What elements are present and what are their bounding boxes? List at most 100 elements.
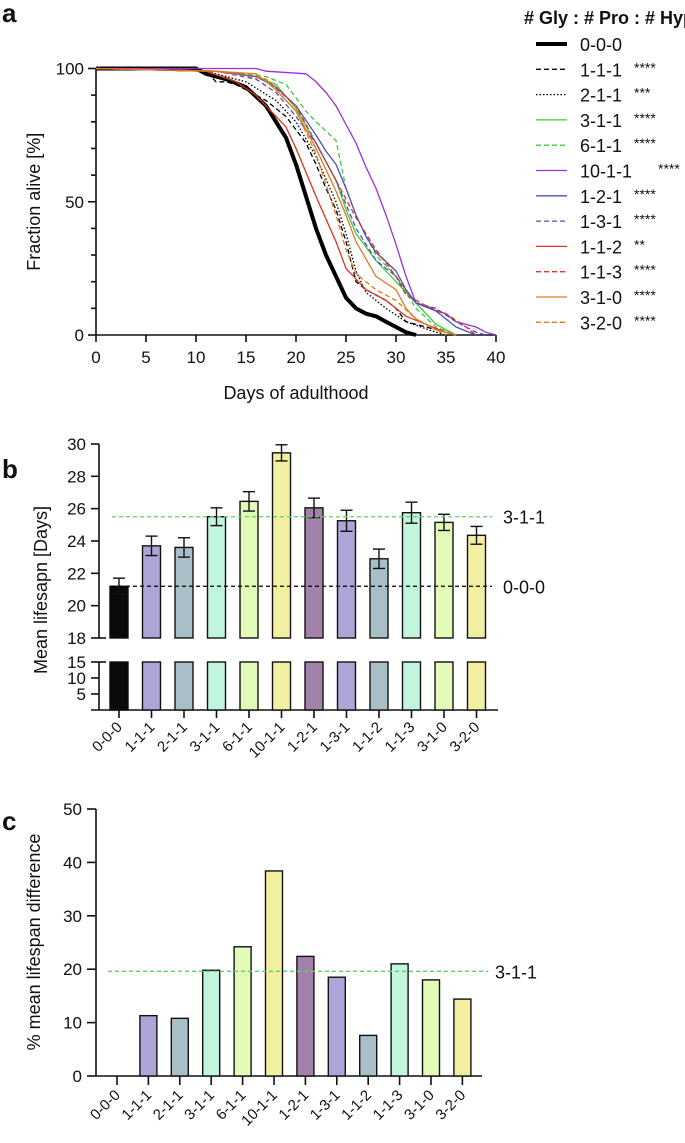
bar-2-1-1: [170, 1017, 190, 1077]
x-tick-label: 3-1-1: [187, 719, 224, 756]
x-tick-label: 0-0-0: [89, 719, 126, 756]
x-tick-label: 40: [487, 348, 506, 367]
bar-1-2-1: [296, 955, 315, 1077]
panel-label: c: [2, 806, 16, 836]
y-tick-label: 20: [63, 960, 82, 979]
bar-upper-1-1-3: [401, 511, 422, 639]
bar-upper-3-1-1: [206, 516, 227, 639]
bar-lower-1-1-2: [369, 661, 389, 711]
legend-label: 6-1-1: [580, 136, 622, 156]
x-tick-label: 30: [387, 348, 406, 367]
y-tick-label: 15: [67, 653, 86, 672]
bar-1-1-1: [139, 1014, 158, 1077]
legend-label: 0-0-0: [580, 35, 622, 55]
legend-label: 1-1-1: [580, 60, 622, 80]
survival-curve-3-1-1: [95, 67, 457, 336]
x-tick-label: 0: [91, 348, 100, 367]
x-tick-label: 1-3-1: [317, 719, 354, 756]
legend-label: 1-3-1: [580, 212, 622, 232]
survival-curve-3-1-0: [95, 67, 457, 336]
bar-lower-2-1-1: [174, 661, 194, 711]
bar-lower-0-0-0: [109, 661, 129, 711]
legend-significance: ***: [634, 85, 651, 101]
x-tick-label: 10-1-1: [246, 719, 289, 762]
x-tick-label: 35: [437, 348, 456, 367]
x-tick-label: 1-1-2: [338, 1087, 375, 1124]
y-axis-label: Mean lifesapn [Days]: [31, 506, 51, 674]
x-tick-label: 1-1-1: [122, 719, 159, 756]
x-tick-label: 1-1-2: [349, 719, 386, 756]
legend-label: 1-1-2: [580, 237, 622, 257]
legend-label: 10-1-1: [580, 162, 632, 182]
y-tick-label: 30: [63, 907, 82, 926]
x-tick-label: 10-1-1: [238, 1087, 281, 1130]
bar-lower-3-1-0: [434, 661, 454, 711]
bar-upper-1-1-2: [369, 558, 389, 639]
y-tick-label: 10: [67, 669, 86, 688]
bar-upper-10-1-1: [271, 452, 292, 639]
x-tick-label: 10: [187, 348, 206, 367]
x-tick-label: 1-1-3: [370, 1087, 407, 1124]
x-tick-label: 15: [237, 348, 256, 367]
bar-3-2-0: [453, 998, 472, 1077]
x-tick-label: 3-2-0: [432, 1087, 469, 1124]
y-axis-label: Fraction alive [%]: [24, 133, 44, 271]
bar-lower-3-1-1: [206, 661, 227, 711]
survival-curve-2-1-1: [95, 67, 447, 336]
y-tick-label: 20: [67, 597, 86, 616]
legend-significance: ****: [634, 59, 656, 75]
bar-1-3-1: [327, 976, 346, 1077]
x-tick-label: 5: [141, 348, 150, 367]
y-tick-label: 100: [56, 60, 84, 79]
legend-title: # Gly : # Pro : # Hyp: [524, 8, 685, 28]
y-tick-label: 50: [63, 800, 82, 819]
bar-3-1-0: [421, 979, 441, 1077]
legend-significance: ****: [634, 135, 656, 151]
x-tick-label: 0-0-0: [87, 1087, 124, 1124]
x-tick-label: 3-1-1: [181, 1087, 218, 1124]
x-tick-label: 3-2-0: [447, 719, 484, 756]
x-tick-label: 1-1-1: [118, 1087, 155, 1124]
legend-significance: ****: [634, 312, 656, 328]
x-tick-label: 2-1-1: [150, 1087, 187, 1124]
survival-curve-0-0-0: [96, 66, 417, 337]
survival-curve-1-2-1: [95, 67, 477, 336]
x-tick-label: 1-1-3: [382, 719, 419, 756]
y-tick-label: 24: [67, 532, 86, 551]
survival-curve-1-1-1: [95, 67, 457, 336]
bar-upper-1-3-1: [336, 520, 357, 639]
x-axis-label: Days of adulthood: [223, 383, 368, 403]
bar-lower-1-1-1: [141, 661, 162, 711]
bar-upper-6-1-1: [239, 500, 259, 639]
y-tick-label: 5: [77, 685, 86, 704]
legend-significance: **: [634, 236, 645, 252]
bar-upper-1-2-1: [304, 507, 324, 639]
bar-lower-1-2-1: [304, 661, 324, 711]
legend-label: 3-2-0: [580, 313, 622, 333]
x-tick-label: 3-1-0: [401, 1087, 438, 1124]
bar-3-1-1: [201, 969, 221, 1077]
y-axis-label: % mean lifespan difference: [24, 834, 44, 1051]
bar-upper-1-1-1: [141, 545, 162, 639]
legend-label: 1-1-3: [580, 263, 622, 283]
y-tick-label: 30: [67, 435, 86, 454]
survival-curve-1-1-3: [95, 67, 477, 336]
y-tick-label: 22: [67, 564, 86, 583]
y-tick-label: 26: [67, 500, 86, 519]
bar-6-1-1: [233, 946, 252, 1077]
x-tick-label: 1-2-1: [284, 719, 321, 756]
panel-label: a: [2, 0, 17, 28]
y-tick-label: 0: [75, 326, 84, 345]
y-tick-label: 50: [65, 193, 84, 212]
legend-significance: ****: [634, 211, 656, 227]
reference-line-label: 0-0-0: [503, 577, 545, 597]
legend-label: 1-2-1: [580, 187, 622, 207]
survival-curve-3-2-0: [95, 67, 447, 336]
x-tick-label: 3-1-0: [414, 719, 451, 756]
reference-line-label: 3-1-1: [495, 962, 537, 982]
y-tick-label: 0: [73, 1067, 82, 1086]
reference-line-label: 3-1-1: [503, 508, 545, 528]
bar-upper-2-1-1: [174, 546, 194, 639]
bar-lower-3-2-0: [466, 661, 487, 711]
